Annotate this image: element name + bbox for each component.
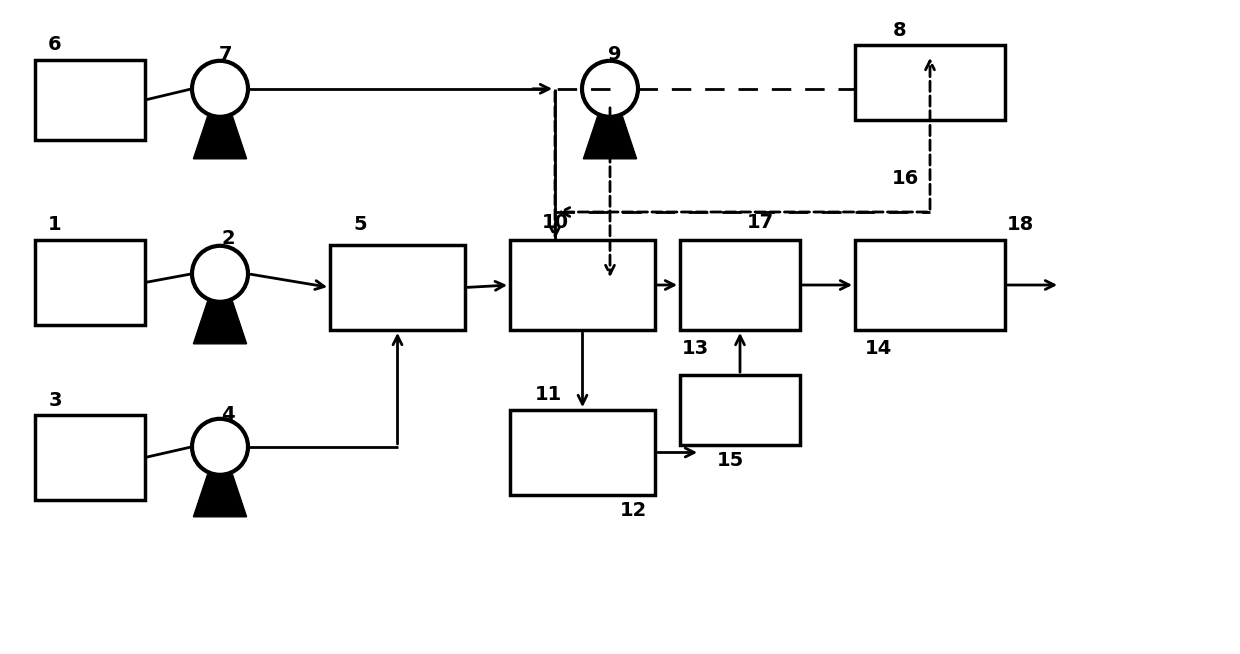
Text: 4: 4: [221, 405, 234, 424]
Bar: [510, 240, 655, 330]
Text: 18: 18: [1007, 216, 1034, 235]
Bar: [856, 240, 1004, 330]
Text: 2: 2: [221, 228, 234, 247]
Text: 17: 17: [746, 213, 774, 232]
Text: 5: 5: [353, 216, 367, 235]
Bar: [680, 240, 800, 330]
Text: 7: 7: [218, 46, 232, 65]
Bar: [330, 245, 465, 330]
Polygon shape: [583, 117, 636, 159]
Polygon shape: [193, 117, 247, 159]
Bar: [35, 240, 145, 325]
Text: 3: 3: [48, 390, 62, 409]
Text: 10: 10: [542, 213, 568, 232]
Text: 12: 12: [619, 500, 646, 519]
Bar: [35, 60, 145, 140]
Text: 15: 15: [717, 451, 744, 470]
Text: 6: 6: [48, 35, 62, 54]
Bar: [510, 410, 655, 495]
Bar: [35, 415, 145, 500]
Text: 14: 14: [864, 339, 892, 358]
Polygon shape: [193, 301, 247, 344]
Text: 11: 11: [534, 385, 562, 405]
Text: 16: 16: [892, 169, 919, 188]
Polygon shape: [193, 475, 247, 517]
Text: 13: 13: [682, 339, 708, 358]
Text: 9: 9: [609, 46, 621, 65]
Text: 8: 8: [893, 20, 906, 39]
Text: 1: 1: [48, 216, 62, 235]
Bar: [856, 45, 1004, 120]
Bar: [680, 375, 800, 445]
